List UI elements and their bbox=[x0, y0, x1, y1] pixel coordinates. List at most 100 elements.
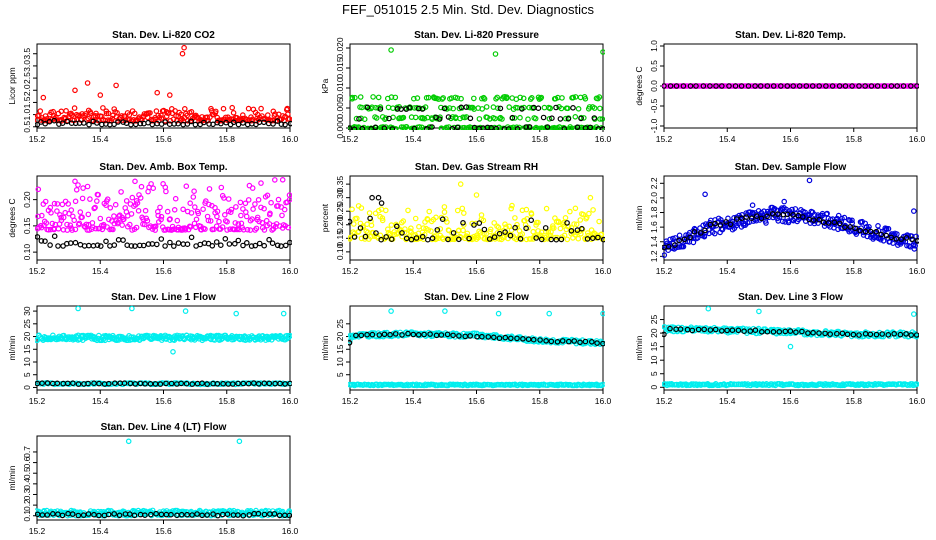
data-point bbox=[733, 216, 740, 222]
data-point bbox=[805, 330, 811, 336]
data-point bbox=[520, 335, 526, 342]
data-point bbox=[503, 224, 509, 230]
x-tick-label: 16.0 bbox=[595, 396, 612, 406]
data-point bbox=[204, 512, 211, 518]
data-point bbox=[121, 216, 127, 223]
data-point bbox=[718, 217, 724, 223]
data-point bbox=[54, 201, 61, 207]
plot-li820-temp: Stan. Dev. Li-820 Temp. 15.2 15.4 15.6 15.8 1… bbox=[634, 30, 926, 144]
y-tick-label: 0.5 bbox=[22, 467, 32, 479]
data-point bbox=[600, 49, 605, 55]
points-layer bbox=[348, 308, 605, 389]
data-point bbox=[438, 125, 445, 130]
y-tick-label: 0 bbox=[649, 385, 659, 390]
data-point bbox=[850, 331, 857, 338]
data-point bbox=[60, 214, 67, 221]
data-point bbox=[76, 220, 83, 227]
data-point bbox=[595, 234, 601, 241]
data-point bbox=[223, 119, 229, 126]
y-tick-label: 0.20 bbox=[335, 216, 345, 233]
plot-frame bbox=[36, 305, 291, 391]
data-point bbox=[828, 381, 835, 388]
data-point bbox=[676, 237, 683, 244]
data-point bbox=[116, 512, 123, 519]
data-point bbox=[170, 348, 176, 355]
data-point bbox=[419, 106, 426, 112]
data-point bbox=[440, 95, 447, 101]
data-point bbox=[904, 242, 910, 249]
data-point bbox=[224, 227, 230, 233]
data-point bbox=[514, 335, 520, 342]
data-point bbox=[847, 224, 854, 230]
data-point bbox=[89, 224, 96, 231]
data-point bbox=[535, 105, 542, 112]
x-tick-label: 15.4 bbox=[405, 396, 422, 406]
data-point bbox=[385, 104, 392, 111]
data-point bbox=[55, 243, 61, 249]
data-point bbox=[575, 106, 582, 112]
data-point bbox=[220, 105, 227, 112]
data-point bbox=[441, 209, 448, 215]
x-tick-label: 15.2 bbox=[342, 134, 359, 144]
data-point bbox=[121, 380, 128, 387]
data-point bbox=[99, 226, 106, 233]
data-point bbox=[438, 332, 445, 338]
data-point bbox=[213, 108, 219, 115]
data-point bbox=[366, 210, 373, 216]
y-axis-label: ml/min bbox=[320, 335, 330, 360]
data-point bbox=[425, 94, 432, 101]
data-point bbox=[235, 512, 241, 518]
data-point bbox=[383, 234, 390, 240]
data-point bbox=[717, 222, 724, 228]
data-point bbox=[115, 119, 121, 125]
data-point bbox=[71, 105, 78, 111]
data-point bbox=[261, 205, 267, 212]
data-point bbox=[782, 328, 789, 335]
y-tick-label: 1.5 bbox=[22, 96, 32, 108]
data-point bbox=[203, 198, 209, 204]
data-point bbox=[64, 118, 70, 125]
data-point bbox=[353, 332, 359, 339]
data-point bbox=[276, 512, 283, 519]
data-point bbox=[707, 83, 713, 89]
plot-frame bbox=[36, 435, 291, 521]
data-point bbox=[790, 212, 796, 218]
data-point bbox=[907, 244, 913, 250]
data-point bbox=[147, 110, 153, 116]
data-point bbox=[477, 230, 484, 236]
plot-title: Stan. Dev. Gas Stream RH bbox=[415, 162, 538, 173]
data-point bbox=[874, 83, 881, 89]
data-point bbox=[236, 438, 243, 445]
data-point bbox=[112, 380, 118, 387]
data-point bbox=[745, 83, 752, 89]
data-point bbox=[444, 219, 450, 225]
data-point bbox=[72, 239, 79, 246]
data-point bbox=[266, 236, 272, 243]
data-point bbox=[94, 242, 101, 249]
data-point bbox=[694, 235, 701, 241]
data-point bbox=[180, 206, 186, 213]
y-axis-label: Licor ppm bbox=[7, 67, 17, 104]
data-point bbox=[718, 328, 725, 334]
data-point bbox=[171, 207, 178, 213]
data-point bbox=[680, 83, 687, 89]
plot-amb-box-temp: Stan. Dev. Amb. Box Temp. 15.2 15.4 15.6 15.… bbox=[7, 162, 299, 276]
data-point bbox=[388, 236, 395, 243]
data-point bbox=[467, 115, 474, 122]
data-point bbox=[506, 223, 513, 230]
y-tick-label: 2.0 bbox=[649, 192, 659, 204]
data-point bbox=[222, 212, 228, 218]
data-point bbox=[364, 104, 371, 111]
data-point bbox=[188, 210, 195, 216]
data-point bbox=[243, 209, 249, 215]
data-point bbox=[401, 229, 408, 236]
data-point bbox=[85, 380, 91, 387]
data-point bbox=[705, 305, 712, 312]
data-point bbox=[546, 116, 553, 122]
x-tick-label: 15.8 bbox=[218, 266, 235, 276]
data-point bbox=[158, 216, 164, 223]
data-point bbox=[80, 185, 86, 191]
data-point bbox=[274, 242, 281, 249]
data-point bbox=[206, 186, 213, 192]
